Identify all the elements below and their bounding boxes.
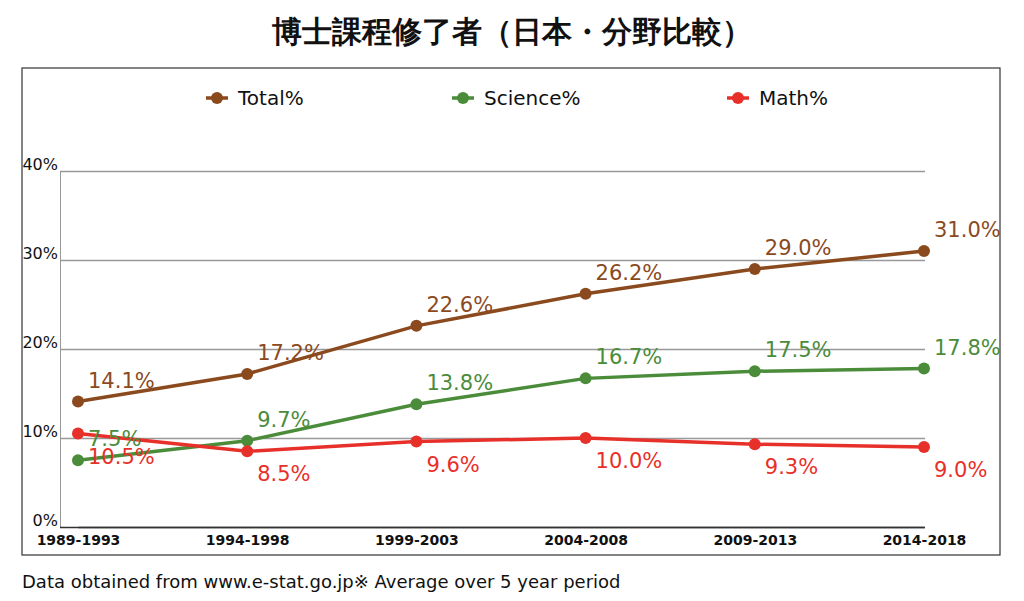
y-tick-label: 40% [22,155,58,174]
data-label: 8.5% [257,462,310,486]
data-label: 10.5% [88,445,155,469]
y-axis-line [61,172,926,528]
series-point [72,454,84,466]
data-label: 31.0% [934,218,1001,242]
y-tick: 40% [22,155,925,174]
data-label: 9.3% [765,455,818,479]
series-point [241,368,253,380]
data-label: 10.0% [596,449,663,473]
series-point [410,436,422,448]
x-tick: 1989-1993 [37,527,121,548]
data-label: 29.0% [765,236,832,260]
series-point [241,445,253,457]
x-tick-label: 2004-2008 [544,532,628,548]
grid-line [60,527,925,529]
series-point [241,435,253,447]
grid-line [60,260,925,262]
y-tick: 0% [33,511,925,530]
y-tick-label: 20% [22,333,58,352]
data-label: 17.2% [257,341,324,365]
x-tick-label: 2009-2013 [713,532,797,548]
legend-label: Total% [237,86,304,110]
annotation: Data obtained from www.e-stat.go.jp※ Ave… [22,571,620,592]
series-point [749,365,761,377]
y-tick-label: 30% [22,244,58,263]
x-tick-label: 1999-2003 [375,532,459,548]
series-point [410,320,422,332]
x-tick: 1994-1998 [206,527,290,548]
series-point [580,372,592,384]
x-axis-line [79,527,925,529]
y-axis: 0% 10% 20% 30% 40% [22,155,925,530]
series-point [918,363,930,375]
data-label: 14.1% [88,369,155,393]
x-tick: 2009-2013 [713,527,797,548]
data-label: 9.7% [257,408,310,432]
x-axis: 1989-1993 1994-1998 1999-2003 2004-2008 2009… [37,527,967,548]
series-line [78,434,924,452]
legend-label: Science% [484,86,581,110]
x-tick: 1999-2003 [375,527,459,548]
series-point [918,245,930,257]
x-tick-label: 1994-1998 [206,532,290,548]
data-label: 9.6% [426,453,479,477]
series-line [78,251,924,401]
series-line [78,369,924,461]
series-point [72,428,84,440]
chart-frame [22,68,1000,555]
legend-marker [211,92,223,104]
y-tick-label: 10% [22,422,58,441]
x-tick: 2004-2008 [544,527,628,548]
y-tick: 10% [22,422,925,441]
y-tick-label: 0% [33,511,58,530]
legend-item: Math% [727,86,828,110]
data-label: 26.2% [596,261,663,285]
x-tick: 2014-2018 [883,527,967,548]
data-label: 13.8% [426,371,493,395]
data-label: 22.6% [426,293,493,317]
series-point [749,263,761,275]
series-point [580,432,592,444]
data-labels: 14.1%17.2%22.6%26.2%29.0%31.0%7.5%9.7%13… [88,218,1001,486]
series-point [749,438,761,450]
series-point [410,398,422,410]
x-tick-label: 2014-2018 [883,532,967,548]
legend-marker [732,92,744,104]
grid-line [60,171,925,173]
chart-title: 博士課程修了者（日本・分野比較） [272,14,752,49]
x-tick-label: 1989-1993 [37,532,121,548]
legend-item: Science% [452,86,581,110]
series-point [918,441,930,453]
plot-area [72,245,930,466]
data-label: 17.8% [934,336,1001,360]
legend: Total% Science% Math% [206,86,828,110]
data-label: 17.5% [765,338,832,362]
series-point [72,396,84,408]
legend-label: Math% [759,86,828,110]
data-label: 16.7% [596,345,663,369]
legend-item: Total% [206,86,304,110]
series-point [580,288,592,300]
data-label: 9.0% [934,458,987,482]
legend-marker [457,92,469,104]
